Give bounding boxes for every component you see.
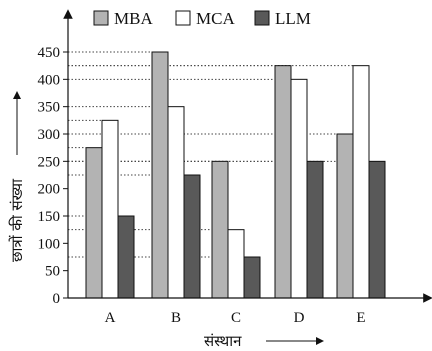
x-tick-label-e: E bbox=[356, 310, 365, 326]
y-tick-label: 200 bbox=[38, 182, 61, 198]
y-tick-label: 100 bbox=[38, 236, 61, 252]
bar-mba-c bbox=[211, 160, 229, 299]
y-tick-label: 450 bbox=[38, 45, 61, 61]
y-axis-label: छात्रों की संख्या bbox=[8, 178, 26, 262]
legend: MBA MCA LLM bbox=[93, 9, 311, 28]
bar-llm-e bbox=[368, 160, 386, 299]
x-axis-ticks: A B C D E bbox=[105, 310, 366, 326]
legend-label-mca: MCA bbox=[196, 9, 235, 28]
y-axis-ticks: 0 50 100 150 200 250 300 350 400 450 bbox=[38, 45, 68, 307]
y-tick-label: 400 bbox=[38, 72, 61, 88]
y-tick-label: 150 bbox=[38, 209, 61, 225]
y-tick-label: 300 bbox=[38, 127, 61, 143]
bar-mba-e bbox=[336, 133, 354, 299]
legend-label-llm: LLM bbox=[275, 9, 311, 28]
bar-mca-c bbox=[227, 229, 245, 299]
y-tick-label: 250 bbox=[38, 154, 61, 170]
bar-llm-b bbox=[183, 174, 201, 299]
x-axis-label: संस्थान bbox=[204, 332, 242, 350]
bar-llm-a bbox=[117, 215, 135, 299]
bar-mca-a bbox=[101, 119, 119, 299]
legend-swatch-mca bbox=[175, 10, 191, 26]
x-tick-label-c: C bbox=[231, 310, 241, 326]
bar-llm-d bbox=[306, 160, 324, 299]
bar-mba-d bbox=[274, 65, 292, 299]
axes bbox=[63, 9, 432, 303]
y-tick-label: 350 bbox=[38, 100, 61, 116]
bar-mca-b bbox=[167, 106, 185, 299]
legend-swatch-mba bbox=[93, 10, 109, 26]
y-tick-label: 50 bbox=[45, 264, 60, 280]
legend-label-mba: MBA bbox=[114, 9, 153, 28]
legend-swatch-llm bbox=[254, 10, 270, 26]
y-tick-label: 0 bbox=[53, 291, 61, 307]
bar-llm-c bbox=[243, 256, 261, 299]
bar-mca-d bbox=[290, 78, 308, 299]
x-tick-label-b: B bbox=[171, 310, 181, 326]
x-tick-label-a: A bbox=[105, 310, 116, 326]
bar-mca-e bbox=[352, 65, 370, 299]
x-tick-label-d: D bbox=[294, 310, 305, 326]
bar-mba-b bbox=[151, 51, 169, 299]
bars bbox=[85, 51, 386, 299]
bar-mba-a bbox=[85, 147, 103, 299]
